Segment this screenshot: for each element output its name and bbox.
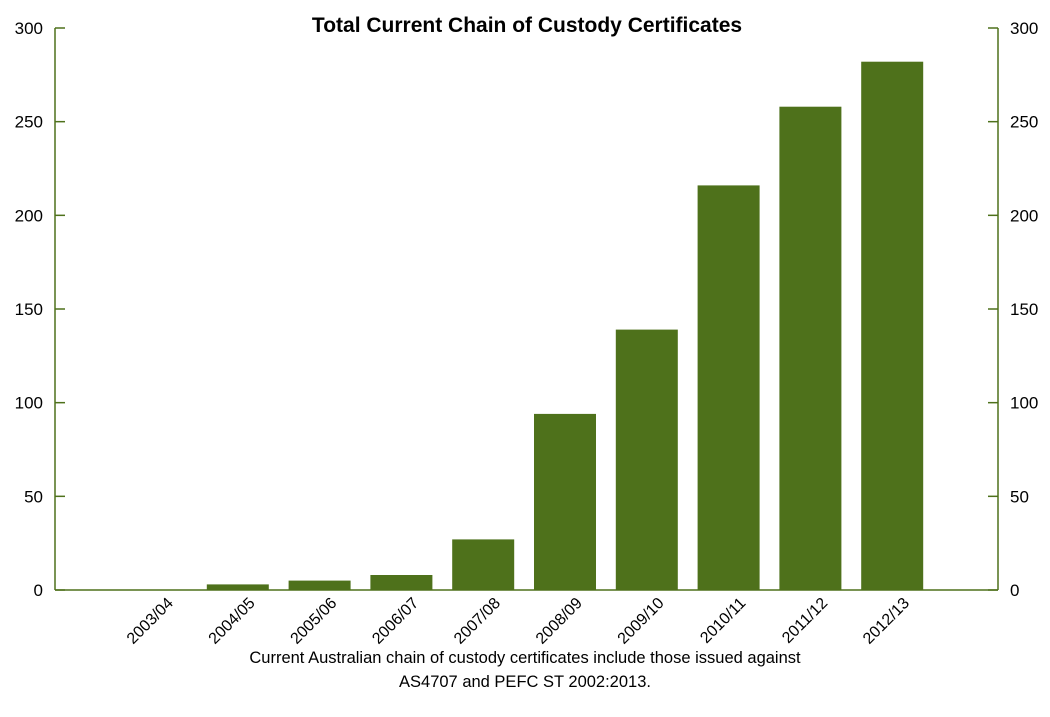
caption-line-2: AS4707 and PEFC ST 2002:2013. (399, 673, 651, 691)
left-tick-label: 0 (34, 581, 43, 600)
x-tick-label: 2009/10 (615, 595, 668, 645)
bar (861, 61, 924, 590)
bar (452, 539, 515, 590)
chart-title: Total Current Chain of Custody Certifica… (312, 14, 742, 37)
right-tick-label: 0 (1010, 581, 1019, 600)
x-tick-label: 2007/08 (451, 595, 504, 645)
x-tick-label: 2006/07 (369, 595, 422, 645)
x-tick-label: 2008/09 (533, 595, 586, 645)
left-tick-label: 100 (15, 394, 43, 413)
x-tick-label: 2011/12 (779, 595, 831, 645)
right-tick-label: 300 (1010, 19, 1038, 38)
bar (534, 413, 596, 590)
bar-chart: Total Current Chain of Custody Certifica… (15, 14, 1039, 645)
left-tick-label: 50 (24, 487, 43, 506)
bar (370, 575, 433, 590)
right-tick-label: 100 (1010, 394, 1038, 413)
left-tick-label: 300 (15, 19, 43, 38)
bar (697, 185, 760, 590)
right-tick-label: 150 (1010, 300, 1038, 319)
left-y-axis: 0 50 100 150 200 250 300 (15, 19, 65, 600)
bar (206, 584, 269, 590)
bar (615, 329, 678, 590)
caption-line-1: Current Australian chain of custody cert… (249, 649, 801, 667)
bar-series (206, 61, 924, 590)
x-tick-label: 2012/13 (860, 595, 913, 645)
right-tick-label: 200 (1010, 206, 1038, 225)
bar (779, 106, 842, 590)
left-tick-label: 250 (15, 113, 43, 132)
left-tick-label: 200 (15, 206, 43, 225)
right-tick-label: 50 (1010, 487, 1029, 506)
left-tick-label: 150 (15, 300, 43, 319)
chart-caption: Current Australian chain of custody cert… (0, 646, 1050, 694)
x-tick-label: 2010/11 (697, 595, 749, 645)
x-axis: 2003/04 2004/05 2005/06 2006/07 2007/08 2008/… (55, 589, 998, 645)
x-tick-label: 2005/06 (288, 595, 341, 645)
right-y-axis: 0 50 100 150 200 250 300 (988, 19, 1038, 600)
right-tick-label: 250 (1010, 113, 1038, 132)
x-tick-label: 2004/05 (206, 595, 259, 645)
bar (288, 580, 351, 590)
x-tick-label: 2003/04 (124, 595, 177, 645)
